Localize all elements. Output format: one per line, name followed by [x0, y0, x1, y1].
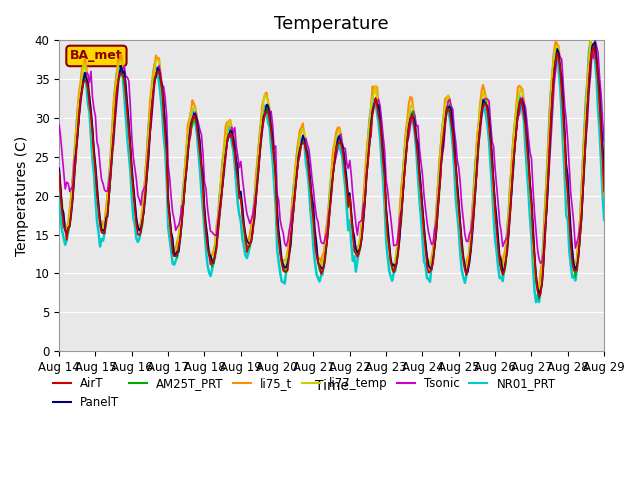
- li75_t: [396, 206, 404, 212]
- AirT: [384, 233, 392, 239]
- li75_t: [535, 288, 543, 294]
- AirT: [365, 143, 373, 148]
- li75_t: [55, 173, 63, 179]
- li75_t: [384, 237, 392, 242]
- Legend: AirT, PanelT, AM25T_PRT, li75_t, li77_temp, Tsonic, NR01_PRT: AirT, PanelT, AM25T_PRT, li75_t, li77_te…: [49, 372, 561, 414]
- Tsonic: [365, 137, 373, 143]
- AirT: [535, 294, 543, 300]
- Tsonic: [384, 188, 392, 193]
- PanelT: [157, 76, 164, 82]
- NR01_PRT: [55, 192, 63, 198]
- AM25T_PRT: [396, 228, 404, 234]
- Tsonic: [600, 138, 608, 144]
- li77_temp: [588, 30, 596, 36]
- PanelT: [365, 143, 373, 148]
- AM25T_PRT: [600, 182, 608, 188]
- PanelT: [535, 291, 543, 297]
- PanelT: [70, 175, 78, 180]
- Tsonic: [55, 122, 63, 128]
- AirT: [534, 288, 541, 294]
- PanelT: [55, 165, 63, 171]
- NR01_PRT: [365, 118, 373, 123]
- li77_temp: [535, 287, 543, 293]
- li75_t: [600, 194, 608, 200]
- Tsonic: [591, 37, 599, 43]
- AirT: [70, 170, 78, 176]
- Tsonic: [537, 261, 545, 266]
- Tsonic: [157, 71, 164, 76]
- li77_temp: [365, 122, 373, 128]
- li75_t: [589, 31, 597, 36]
- AM25T_PRT: [384, 228, 392, 234]
- li75_t: [534, 282, 541, 288]
- Tsonic: [534, 246, 541, 252]
- li77_temp: [384, 226, 392, 232]
- Line: NR01_PRT: NR01_PRT: [59, 42, 604, 302]
- Line: PanelT: PanelT: [59, 43, 604, 294]
- li75_t: [70, 151, 78, 156]
- Line: li77_temp: li77_temp: [59, 33, 604, 290]
- AM25T_PRT: [535, 297, 543, 302]
- AM25T_PRT: [55, 166, 63, 172]
- Title: Temperature: Temperature: [275, 15, 389, 33]
- AirT: [396, 226, 404, 232]
- PanelT: [396, 236, 404, 242]
- NR01_PRT: [600, 217, 608, 223]
- li75_t: [157, 72, 164, 78]
- NR01_PRT: [532, 299, 540, 305]
- Tsonic: [396, 216, 404, 221]
- NR01_PRT: [587, 39, 595, 45]
- Line: AM25T_PRT: AM25T_PRT: [59, 44, 604, 300]
- AM25T_PRT: [534, 287, 541, 292]
- X-axis label: Time: Time: [315, 380, 349, 394]
- PanelT: [384, 222, 392, 228]
- Tsonic: [70, 158, 78, 164]
- AirT: [589, 43, 597, 49]
- li77_temp: [396, 218, 404, 224]
- AM25T_PRT: [157, 79, 164, 85]
- PanelT: [591, 40, 599, 46]
- li77_temp: [600, 186, 608, 192]
- AM25T_PRT: [589, 41, 597, 47]
- AirT: [157, 76, 164, 82]
- NR01_PRT: [157, 93, 164, 99]
- Y-axis label: Temperatures (C): Temperatures (C): [15, 135, 29, 256]
- Line: AirT: AirT: [59, 46, 604, 297]
- li77_temp: [534, 281, 541, 287]
- li77_temp: [157, 72, 164, 77]
- NR01_PRT: [70, 158, 78, 164]
- AM25T_PRT: [365, 135, 373, 141]
- li77_temp: [55, 171, 63, 177]
- li77_temp: [70, 162, 78, 168]
- PanelT: [534, 284, 541, 289]
- PanelT: [600, 171, 608, 177]
- NR01_PRT: [396, 216, 404, 222]
- NR01_PRT: [535, 299, 543, 305]
- Text: BA_met: BA_met: [70, 49, 123, 62]
- NR01_PRT: [384, 254, 392, 260]
- AM25T_PRT: [70, 178, 78, 183]
- Line: Tsonic: Tsonic: [59, 40, 604, 264]
- AirT: [55, 170, 63, 176]
- AirT: [600, 188, 608, 194]
- li75_t: [365, 120, 373, 126]
- Line: li75_t: li75_t: [59, 34, 604, 291]
